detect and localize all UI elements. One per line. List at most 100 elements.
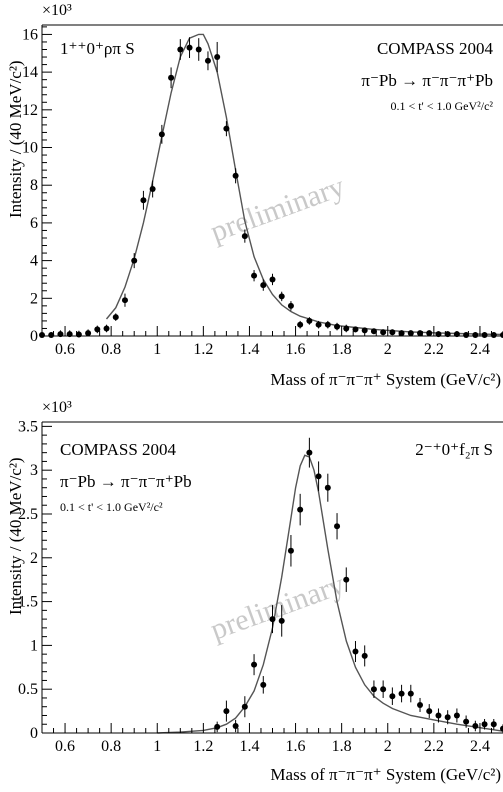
data-point	[417, 330, 424, 337]
y-tick-label: 8	[30, 177, 38, 194]
y-ticks: 0 0.5 1 1.5 2 2.5 3 3.5	[18, 418, 52, 742]
x-tick-label: 0.6	[55, 738, 75, 755]
experiment-label: COMPASS 2004	[377, 39, 494, 58]
watermark: preliminary	[206, 170, 349, 249]
y-tick-label: 0	[30, 328, 38, 345]
y-multiplier: ×10³	[42, 2, 72, 19]
y-tick-label: 14	[22, 64, 38, 81]
y-tick-label: 3.5	[18, 418, 38, 435]
data-point	[389, 329, 396, 336]
y-ticks: 0 2 4 6 8 10 12 14 16	[22, 26, 52, 345]
data-point	[112, 314, 119, 321]
data-point	[463, 332, 470, 339]
x-tick-label: 0.8	[101, 341, 121, 358]
data-point	[306, 317, 313, 324]
x-tick-label: 0.8	[101, 738, 121, 755]
y-tick-label: 3	[30, 462, 38, 479]
x-axis-label: Mass of π⁻π⁻π⁺ System (GeV/c²)	[270, 370, 501, 389]
y-tick-label: 1.5	[18, 594, 38, 611]
x-tick-label: 1.6	[286, 341, 306, 358]
wave-label: 1⁺⁺0⁺ρπ S	[60, 39, 135, 58]
data-point	[426, 708, 433, 715]
data-point	[407, 690, 414, 697]
data-point	[380, 329, 387, 336]
y-axis-label: Intensity / (40 MeV/c²)	[6, 60, 25, 218]
x-tick-label: 1.4	[239, 341, 259, 358]
x-tick-label: 2.4	[470, 738, 490, 755]
y-tick-label: 6	[30, 215, 38, 232]
data-point	[232, 722, 239, 729]
data-point	[278, 293, 285, 300]
x-ticks: 0.6 0.8 1 1.2 1.4 1.6 1.8 2 2.2 2.4	[41, 723, 503, 755]
x-axis-label: Mass of π⁻π⁻π⁺ System (GeV/c²)	[270, 765, 501, 784]
data-point	[389, 693, 396, 700]
y-tick-label: 10	[22, 140, 38, 157]
wave-label: 2⁻⁺0⁺f₂π S	[415, 440, 493, 459]
data-point	[121, 297, 128, 304]
x-tick-label: 1.8	[332, 738, 352, 755]
data-point	[251, 661, 258, 668]
data-point	[334, 523, 341, 530]
data-point	[94, 326, 101, 333]
y-tick-label: 0.5	[18, 681, 38, 698]
y-multiplier: ×10³	[42, 399, 72, 416]
data-point	[186, 44, 193, 51]
data-point	[297, 321, 304, 328]
data-point	[481, 721, 488, 728]
data-point	[195, 46, 202, 53]
fit-curve	[157, 454, 503, 734]
data-points	[214, 437, 503, 733]
data-point	[426, 330, 433, 337]
y-axis-label: Intensity / (40 MeV/c²)	[6, 457, 25, 615]
data-point	[472, 722, 479, 729]
y-tick-label: 16	[22, 26, 38, 43]
data-point	[149, 185, 156, 192]
data-point	[241, 703, 248, 710]
data-point	[214, 723, 221, 730]
data-point	[168, 74, 175, 81]
data-point	[241, 233, 248, 240]
data-point	[324, 484, 331, 491]
data-point	[260, 282, 267, 289]
data-point	[361, 652, 368, 659]
panel-top: ×10³ preliminary 0.6 0.8 1 1.2 1.4 1.6 1.8 2 2.2…	[6, 2, 503, 389]
y-tick-label: 2	[30, 290, 38, 307]
x-tick-label: 2	[384, 341, 392, 358]
data-point	[204, 57, 211, 64]
data-point	[251, 272, 258, 279]
data-point	[306, 449, 313, 456]
data-point	[417, 701, 424, 708]
y-tick-label: 2.5	[18, 506, 38, 523]
data-point	[315, 321, 322, 328]
data-point	[453, 712, 460, 719]
x-ticks: 0.6 0.8 1 1.2 1.4 1.6 1.8 2 2.2 2.4	[41, 326, 503, 358]
data-point	[444, 714, 451, 721]
data-point	[269, 276, 276, 283]
data-point	[214, 54, 221, 61]
tcut-label: 0.1 < t' < 1.0 GeV²/c²	[390, 99, 493, 113]
data-point	[260, 681, 267, 688]
data-point	[287, 547, 294, 554]
reaction-label: π⁻Pb → π⁻π⁻π⁺Pb	[60, 472, 192, 491]
x-tick-label: 0.6	[55, 341, 75, 358]
data-point	[223, 125, 230, 132]
x-tick-label: 1	[153, 341, 161, 358]
data-point	[140, 197, 147, 204]
data-point	[269, 616, 276, 623]
data-point	[500, 332, 503, 339]
data-point	[361, 327, 368, 334]
data-point	[490, 721, 497, 728]
data-point	[297, 506, 304, 513]
data-point	[223, 708, 230, 715]
data-point	[352, 326, 359, 333]
x-tick-label: 2	[384, 738, 392, 755]
data-point	[158, 131, 165, 138]
data-point	[398, 690, 405, 697]
data-point	[435, 712, 442, 719]
x-tick-label: 1.2	[193, 341, 213, 358]
data-point	[177, 46, 184, 53]
data-point	[370, 328, 377, 335]
tcut-label: 0.1 < t' < 1.0 GeV²/c²	[60, 500, 163, 514]
watermark: preliminary	[206, 568, 349, 647]
